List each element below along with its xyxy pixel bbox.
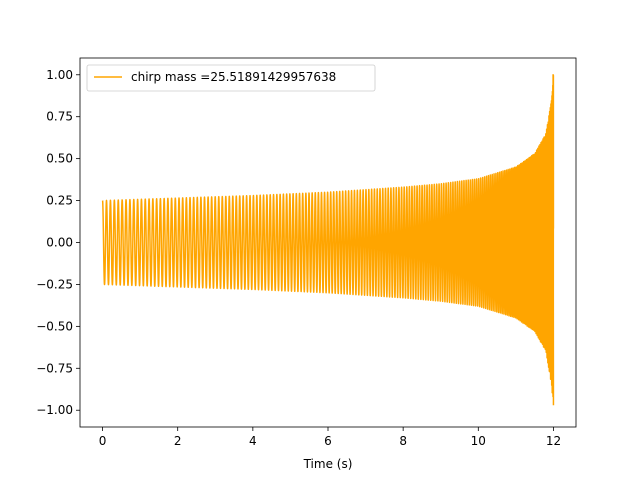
x-tick-label: 4 bbox=[249, 434, 257, 448]
x-tick-label: 10 bbox=[471, 434, 486, 448]
y-tick-label: 1.00 bbox=[46, 68, 73, 82]
y-tick-label: 0.00 bbox=[46, 236, 73, 250]
x-tick-label: 6 bbox=[324, 434, 332, 448]
x-tick-label: 8 bbox=[399, 434, 407, 448]
legend: chirp mass =25.51891429957638 bbox=[86, 64, 376, 92]
series-line bbox=[101, 74, 555, 406]
legend-box bbox=[86, 64, 376, 92]
x-tick-label: 12 bbox=[546, 434, 561, 448]
y-tick-label: −0.75 bbox=[36, 361, 73, 375]
x-tick-label: 2 bbox=[174, 434, 182, 448]
legend-label: chirp mass =25.51891429957638 bbox=[131, 70, 336, 84]
x-axis-label: Time (s) bbox=[303, 457, 353, 471]
x-tick-label: 0 bbox=[99, 434, 107, 448]
y-tick-label: 0.75 bbox=[46, 110, 73, 124]
y-tick-label: −0.25 bbox=[36, 277, 73, 291]
y-tick-label: 0.50 bbox=[46, 152, 73, 166]
x-axis-ticks: 0 2 4 6 8 10 12 bbox=[99, 427, 561, 448]
y-tick-label: 0.25 bbox=[46, 194, 73, 208]
y-tick-label: −1.00 bbox=[36, 403, 73, 417]
y-tick-label: −0.50 bbox=[36, 319, 73, 333]
y-axis-ticks: 1.00 0.75 0.50 0.25 0.00 −0.25 −0.50 −0.75 −1.00 bbox=[36, 68, 80, 417]
